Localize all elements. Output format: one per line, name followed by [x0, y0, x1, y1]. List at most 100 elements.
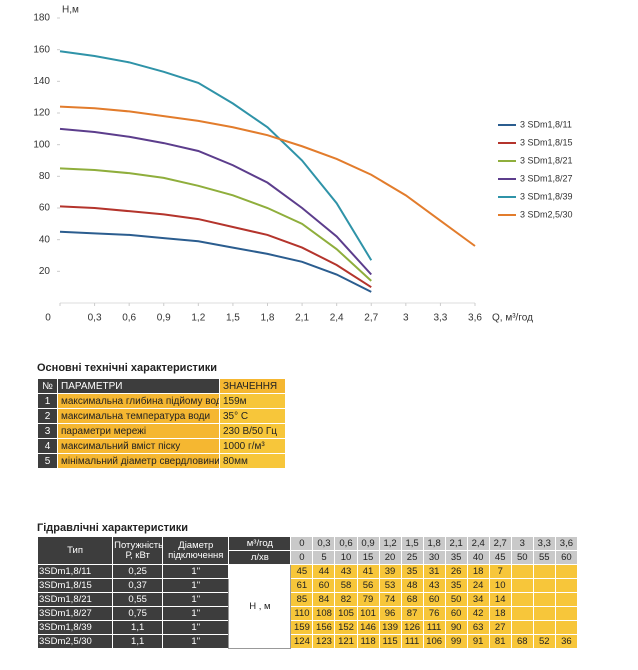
head-value: 63 [466, 620, 490, 635]
head-value: 35 [444, 578, 468, 593]
head-value: 101 [356, 606, 380, 621]
data-row: 3SDm1,8/15 0,37 1" 61 60 58 56 53 48 43 35 24 10 [36, 578, 579, 593]
head-value: 41 [356, 564, 380, 579]
y-axis-label: Н,м [62, 5, 79, 16]
line [59, 167, 372, 282]
head-value: 123 [312, 634, 336, 649]
x-tick-label: 1,8 [261, 313, 275, 324]
y-tick-label: 20 [39, 266, 51, 277]
head-value [510, 592, 534, 607]
head-value: 60 [312, 578, 336, 593]
head-value: 118 [356, 634, 380, 649]
power: 1,1 [112, 620, 164, 635]
x-axis-label: Q, м³/год [492, 313, 533, 324]
head-value [510, 606, 534, 621]
head-value: 10 [488, 578, 512, 593]
line [59, 205, 372, 289]
specs-table: № ПАРАМЕТРИ ЗНАЧЕННЯ 1 максимальна глибина п… [37, 378, 286, 469]
head-value: 61 [290, 578, 314, 593]
head-value: 35 [400, 564, 424, 579]
spec-row: 4 максимальний вміст піску 1000 г/м³ [37, 438, 286, 454]
head-value: 96 [378, 606, 402, 621]
head-value: 68 [400, 592, 424, 607]
head-value: 121 [334, 634, 358, 649]
flow-l: 30 [422, 550, 446, 565]
parameter: максимальна глибина підйому води [57, 393, 220, 409]
head-value: 56 [356, 578, 380, 593]
row-number: 5 [37, 453, 58, 469]
header-cell: м³/год [228, 536, 292, 551]
power: 0,55 [112, 592, 164, 607]
head-value [554, 578, 579, 593]
flow-l: 50 [510, 550, 534, 565]
head-value: 26 [444, 564, 468, 579]
x-tick-label: 3,6 [468, 313, 482, 324]
head-value: 126 [400, 620, 424, 635]
head-value: 43 [422, 578, 446, 593]
flow-l: 60 [554, 550, 579, 565]
line [59, 127, 372, 276]
flow-m3: 1,8 [422, 536, 446, 551]
flow-m3: 1,5 [400, 536, 424, 551]
flow-m3: 3 [510, 536, 534, 551]
flow-l: 0 [290, 550, 314, 565]
chart: Н,м Q, м³/год 20 40 60 80 100 120 140 160 180 0 0,… [33, 5, 572, 324]
flow-m3: 3,3 [532, 536, 556, 551]
x-tick-label: 1,2 [191, 313, 205, 324]
head-value: 152 [334, 620, 358, 635]
value: 1000 г/м³ [219, 438, 286, 454]
flow-m3: 2,4 [466, 536, 490, 551]
header-cell: Тип [36, 536, 114, 565]
head-value: 85 [290, 592, 314, 607]
head-value: 146 [356, 620, 380, 635]
head-value: 156 [312, 620, 336, 635]
y-tick-label: 40 [39, 234, 51, 245]
head-value: 60 [444, 606, 468, 621]
head-value: 18 [488, 606, 512, 621]
head-value: 18 [466, 564, 490, 579]
head-value: 139 [378, 620, 402, 635]
parameter: мінімальний діаметр свердловини [57, 453, 220, 469]
header-row: Тип Потужність Р, кВт Діаметр підключення м… [36, 536, 579, 565]
head-value: 108 [312, 606, 336, 621]
row-number: 2 [37, 408, 58, 424]
flow-m3: 3,6 [554, 536, 579, 551]
head-value: 87 [400, 606, 424, 621]
head-value: 124 [290, 634, 314, 649]
head-value [532, 578, 556, 593]
header-cell: Діаметр підключення [162, 536, 230, 565]
type: 3SDm2,5/30 [36, 634, 114, 649]
row-number: 4 [37, 438, 58, 454]
flow-m3: 2,1 [444, 536, 468, 551]
parameter: максимальний вміст піску [57, 438, 220, 454]
head-value: 82 [334, 592, 358, 607]
head-value: 43 [334, 564, 358, 579]
head-value [554, 592, 579, 607]
head-value [532, 564, 556, 579]
data-row: 3SDm1,8/27 0,75 1" 110 108 105 101 96 87 76 60 42 18 [36, 606, 579, 621]
head-value: 159 [290, 620, 314, 635]
header-cell: ЗНАЧЕННЯ [219, 378, 286, 394]
spec-row: 3 параметри мережі 230 В/50 Гц [37, 423, 286, 439]
value: 159м [219, 393, 286, 409]
y-tick-label: 160 [33, 44, 50, 55]
flow-m3: 1,2 [378, 536, 402, 551]
data-row: 3SDm1,8/21 0,55 1" 85 84 82 79 74 68 60 50 34 14 [36, 592, 579, 607]
head-value: 7 [488, 564, 512, 579]
x-tick-label: 3,3 [433, 313, 447, 324]
head-value: 31 [422, 564, 446, 579]
head-value: 45 [290, 564, 314, 579]
line [59, 50, 373, 261]
data-row: 3SDm1,8/11 0,25 1" Н , м 45 44 43 41 39 35 31 26 18 7 [36, 564, 579, 649]
head-value: 79 [356, 592, 380, 607]
type: 3SDm1,8/11 [36, 564, 114, 579]
head-value: 110 [290, 606, 314, 621]
flow-l: 55 [532, 550, 556, 565]
diameter: 1" [162, 620, 230, 635]
hydraulics-table: Тип Потужність Р, кВт Діаметр підключення м… [36, 536, 579, 649]
head-value: 48 [400, 578, 424, 593]
power: 0,25 [112, 564, 164, 579]
parameter: параметри мережі [57, 423, 220, 439]
head-value: 111 [422, 620, 446, 635]
